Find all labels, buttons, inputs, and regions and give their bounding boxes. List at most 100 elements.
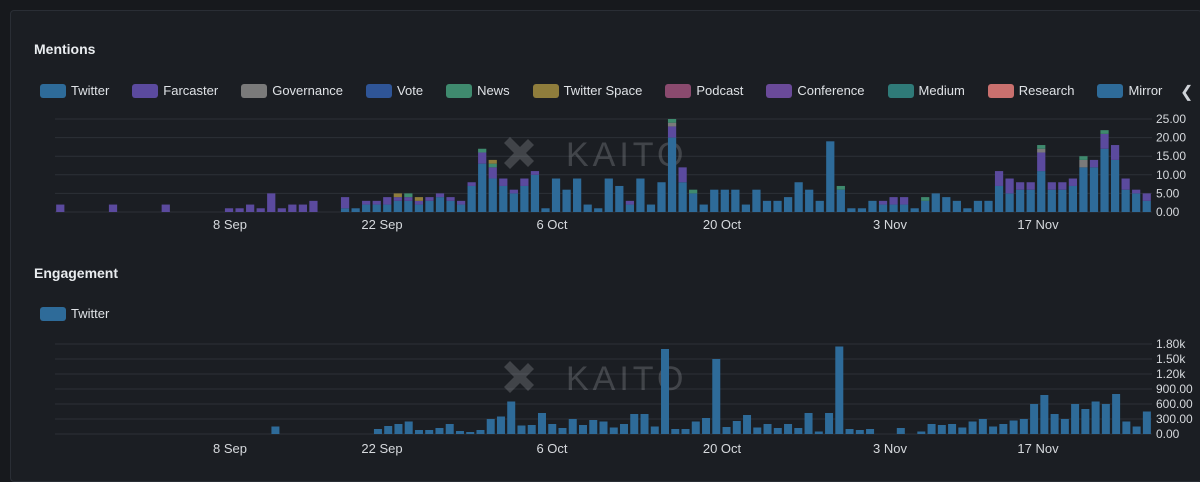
engagement-bar <box>589 420 598 434</box>
mentions-bar <box>678 167 687 183</box>
mentions-legend-item-mirror[interactable]: Mirror <box>1097 83 1162 98</box>
mentions-bar <box>1026 189 1035 212</box>
mentions-legend-item-governance[interactable]: Governance <box>241 83 343 98</box>
engagement-bar <box>1091 401 1100 434</box>
mentions-legend-item-medium[interactable]: Medium <box>887 83 965 98</box>
mentions-legend-item-twitter-space[interactable]: Twitter Space <box>532 83 643 98</box>
engagement-bar <box>435 428 444 434</box>
mentions-bar <box>963 208 972 212</box>
mentions-bar <box>805 189 814 212</box>
mentions-legend-item-farcaster[interactable]: Farcaster <box>132 83 218 98</box>
engagement-bar <box>466 432 475 434</box>
mentions-bar <box>878 200 888 205</box>
legend-prev-chevron-icon[interactable]: ❮ <box>1180 84 1194 101</box>
legend-label: Twitter <box>71 83 110 98</box>
mentions-legend: Twitter Farcaster Governance Vote News Twitte… <box>40 82 1168 102</box>
mentions-bar <box>1100 133 1109 149</box>
legend-swatch <box>132 83 159 98</box>
mentions-bar <box>478 148 487 153</box>
mentions-bar <box>836 185 845 190</box>
mentions-bar <box>836 189 845 212</box>
mentions-bar <box>288 204 297 212</box>
mentions-bar <box>108 204 118 212</box>
engagement-bar <box>384 426 393 434</box>
mentions-bar <box>910 208 919 212</box>
engagement-bar <box>373 429 382 434</box>
engagement-bar <box>855 430 864 434</box>
engagement-bar <box>1112 394 1121 434</box>
legend-label: Podcast <box>696 83 744 98</box>
mentions-legend-item-vote[interactable]: Vote <box>366 83 423 98</box>
engagement-bar <box>599 421 608 434</box>
mentions-bar <box>1089 167 1099 212</box>
mentions-legend-item-twitter[interactable]: Twitter <box>40 83 109 98</box>
mentions-title: Mentions <box>34 41 96 57</box>
mentions-bar <box>267 193 276 212</box>
legend-swatch <box>766 83 793 98</box>
mentions-bar <box>868 200 877 212</box>
mentions-bar <box>551 178 561 212</box>
mentions-bar <box>383 204 392 212</box>
mentions-bar <box>1037 152 1046 172</box>
mentions-bar <box>678 182 687 212</box>
mentions-bar <box>762 200 772 212</box>
legend-swatch <box>887 83 914 98</box>
engagement-bar <box>578 425 587 434</box>
mentions-bar <box>340 197 350 209</box>
engagement-bar <box>753 427 762 434</box>
engagement-bar <box>507 401 516 434</box>
legend-swatch <box>366 83 393 98</box>
mentions-bar <box>1005 193 1014 212</box>
mentions-bar <box>488 167 497 179</box>
engagement-legend-item-twitter[interactable]: Twitter <box>40 306 109 321</box>
mentions-y-tick-label: 15.00 <box>1156 149 1186 163</box>
mentions-bar <box>625 200 634 205</box>
mentions-bar <box>1058 182 1067 190</box>
mentions-bar <box>393 193 402 198</box>
legend-swatch <box>40 83 66 98</box>
engagement-x-tick-label: 6 Oct <box>536 441 567 456</box>
engagement-y-tick-label: 900.00 <box>1156 382 1193 396</box>
mentions-bar <box>404 200 413 212</box>
legend-label: Research <box>1018 83 1075 98</box>
mentions-bar <box>636 178 645 212</box>
engagement-bar <box>1060 419 1069 434</box>
mentions-bar <box>889 204 898 212</box>
legend-swatch <box>40 306 66 321</box>
mentions-bar <box>435 197 445 212</box>
mentions-legend-item-research[interactable]: Research <box>987 83 1075 98</box>
mentions-x-tick-label: 3 Nov <box>873 217 907 232</box>
mentions-bar <box>425 200 434 212</box>
engagement-x-tick-label: 20 Oct <box>703 441 742 456</box>
mentions-bar <box>56 204 65 212</box>
engagement-bar <box>1040 395 1049 434</box>
engagement-bar <box>1071 404 1080 434</box>
mentions-legend-item-podcast[interactable]: Podcast <box>665 83 743 98</box>
mentions-bar <box>1079 167 1088 212</box>
engagement-watermark-logo-icon <box>504 361 534 393</box>
mentions-x-tick-label: 17 Nov <box>1017 217 1059 232</box>
engagement-bar <box>1030 404 1039 434</box>
legend-label: Twitter Space <box>563 83 643 98</box>
mentions-bar <box>467 185 476 212</box>
engagement-bar <box>763 424 772 434</box>
mentions-bar <box>235 208 244 212</box>
mentions-legend-item-news[interactable]: News <box>446 83 510 98</box>
engagement-bar <box>558 428 567 434</box>
engagement-x-tick-label: 8 Sep <box>213 441 247 456</box>
engagement-bar <box>404 421 413 434</box>
mentions-bar <box>657 182 666 212</box>
mentions-bar <box>456 204 466 212</box>
mentions-bar <box>1047 182 1056 190</box>
mentions-bar <box>1132 193 1141 212</box>
engagement-bar <box>650 426 659 434</box>
engagement-bar <box>968 421 977 434</box>
engagement-bar <box>845 429 854 434</box>
mentions-legend-item-conference[interactable]: Conference <box>766 83 865 98</box>
engagement-x-tick-label: 3 Nov <box>873 441 907 456</box>
mentions-bar <box>1005 178 1014 194</box>
engagement-bar <box>866 429 875 434</box>
engagement-bar <box>425 430 434 434</box>
mentions-bar <box>773 200 782 212</box>
mentions-bar <box>921 197 930 201</box>
